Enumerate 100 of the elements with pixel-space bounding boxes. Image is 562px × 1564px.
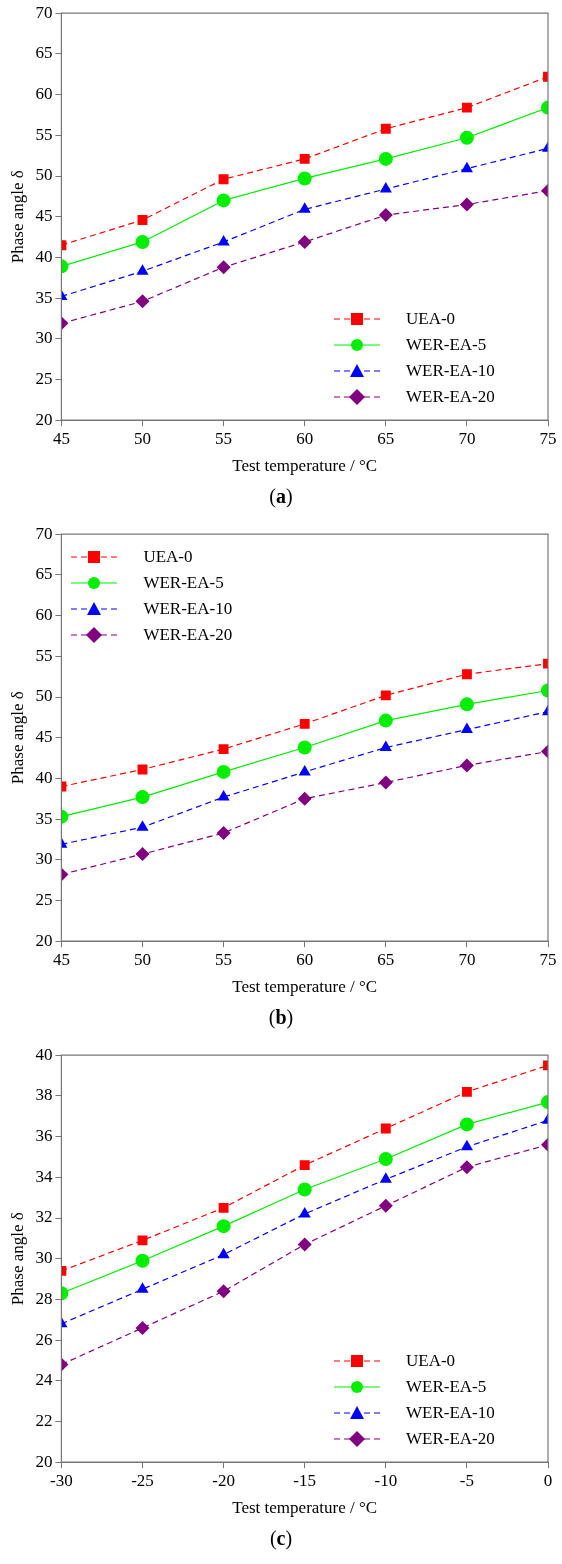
x-tick-label: -15: [293, 1470, 317, 1490]
point: [460, 161, 473, 173]
y-tick-label: 60: [35, 84, 53, 104]
y-tick-label: 45: [35, 727, 53, 747]
text: (a): [268, 484, 294, 509]
point: [378, 713, 393, 728]
y-tick-label: 55: [35, 124, 53, 144]
point: [216, 1219, 231, 1234]
x-tick-label: 75: [539, 428, 557, 448]
x-tick-label: 55: [215, 428, 233, 448]
point: [135, 294, 150, 309]
legend-label: WER-EA-20: [143, 625, 233, 646]
y-tick-label: 50: [35, 165, 53, 185]
point: [460, 1139, 473, 1151]
point: [135, 790, 150, 805]
point: [216, 825, 231, 840]
point: [216, 193, 231, 208]
x-tick-label: 60: [296, 949, 314, 969]
x-tick-label: 65: [377, 428, 395, 448]
point: [297, 171, 312, 186]
point: [218, 174, 229, 185]
x-tick-label: 0: [543, 1470, 553, 1490]
point: [459, 1117, 474, 1132]
y-tick-label: 25: [35, 368, 53, 388]
y-tick-label: 50: [35, 686, 53, 706]
point: [378, 775, 393, 790]
x-tick-label: 45: [52, 428, 70, 448]
y-axis-title: Phase angle δ: [7, 170, 27, 264]
point: [298, 202, 311, 213]
point: [461, 1086, 472, 1097]
point: [135, 1253, 150, 1268]
y-tick-label: 20: [35, 1451, 53, 1471]
legend-label: WER-EA-5: [406, 335, 487, 356]
y-tick-label: 40: [35, 1044, 53, 1064]
point: [298, 1206, 311, 1218]
point: [137, 215, 148, 225]
x-tick-label: 50: [134, 949, 151, 969]
y-tick-label: 30: [35, 1248, 53, 1268]
point: [378, 1198, 393, 1213]
point: [461, 102, 472, 113]
x-tick-label: 60: [296, 428, 314, 448]
x-tick-label: 65: [377, 949, 395, 969]
point: [299, 718, 310, 729]
point: [379, 1172, 392, 1183]
point: [136, 1282, 149, 1293]
point: [459, 697, 474, 712]
point: [459, 758, 474, 773]
point: [299, 153, 310, 164]
y-tick-label: 70: [35, 523, 53, 543]
x-axis-title: Test temperature / °C: [232, 456, 378, 476]
legend-label: WER-EA-10: [143, 599, 233, 620]
legend-label: WER-EA-20: [406, 1429, 495, 1450]
text: (c): [268, 1526, 294, 1552]
x-tick-label: -25: [131, 1470, 154, 1490]
point: [380, 1123, 391, 1134]
point: [216, 260, 231, 275]
point: [298, 764, 311, 776]
x-tick-label: -20: [212, 1470, 235, 1490]
x-tick-label: 45: [52, 949, 70, 969]
legend-label: WER-EA-10: [406, 361, 495, 382]
point: [217, 234, 230, 246]
y-tick-label: 38: [35, 1085, 53, 1105]
point: [379, 182, 392, 193]
x-axis-title: Test temperature / °C: [232, 1498, 378, 1518]
y-tick-label: 45: [35, 206, 53, 226]
legend-label: WER-EA-10: [406, 1403, 495, 1424]
y-tick-label: 20: [35, 930, 53, 950]
point: [218, 744, 229, 755]
y-tick-label: 40: [35, 767, 53, 787]
x-tick-label: 70: [458, 949, 476, 969]
point: [460, 722, 473, 734]
text: (b): [267, 1005, 295, 1031]
y-tick-label: 20: [35, 409, 53, 429]
y-tick-label: 35: [35, 287, 53, 307]
point: [217, 1247, 230, 1259]
y-tick-label: 22: [35, 1410, 53, 1430]
x-tick-label: 75: [539, 949, 557, 969]
y-axis-title: Phase angle δ: [7, 691, 27, 785]
point: [217, 790, 230, 801]
y-tick-label: 65: [35, 564, 53, 584]
point: [297, 234, 312, 249]
point: [299, 1160, 310, 1171]
y-tick-label: 25: [35, 889, 53, 909]
y-tick-label: 28: [35, 1288, 53, 1308]
point: [459, 130, 474, 145]
y-tick-label: 34: [35, 1166, 53, 1186]
legend-label: UEA-0: [406, 1351, 456, 1372]
y-tick-label: 55: [35, 645, 53, 665]
point: [380, 123, 391, 134]
x-tick-label: 70: [458, 428, 476, 448]
point: [378, 208, 393, 223]
point: [137, 1235, 148, 1246]
x-tick-label: -5: [459, 1470, 474, 1490]
y-tick-label: 30: [35, 849, 53, 869]
y-tick-label: 40: [35, 246, 53, 266]
legend-label: UEA-0: [143, 547, 193, 568]
point: [378, 151, 393, 166]
point: [297, 1237, 312, 1252]
point: [218, 1202, 229, 1213]
legend-label: UEA-0: [406, 309, 456, 330]
